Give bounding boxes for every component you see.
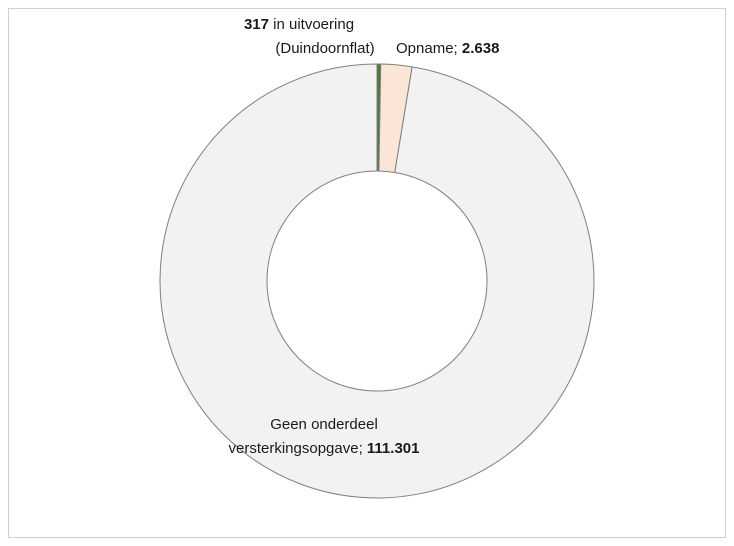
label-opname-text: Opname; bbox=[396, 40, 462, 57]
label-geen-onderdeel-text: versterkingsopgave; bbox=[229, 440, 367, 457]
donut-chart: 317 in uitvoering (Duindoornflat) Opname… bbox=[159, 16, 595, 499]
label-geen-onderdeel: versterkingsopgave; 111.301 bbox=[229, 440, 420, 457]
label-opname-value: 2.638 bbox=[462, 40, 500, 57]
label-in-uitvoering-value: 317 bbox=[244, 16, 269, 33]
chart-area: 317 in uitvoering (Duindoornflat) Opname… bbox=[8, 8, 726, 538]
slices-group bbox=[159, 63, 595, 499]
label-in-uitvoering: 317 in uitvoering bbox=[244, 16, 354, 33]
label-in-uitvoering-line2: (Duindoornflat) bbox=[275, 40, 374, 57]
label-geen-onderdeel-value: 111.301 bbox=[367, 440, 420, 457]
slice-geen-onderdeel-versterkingsopgave bbox=[159, 63, 595, 499]
label-geen-onderdeel-line1: Geen onderdeel bbox=[270, 416, 378, 433]
label-opname: Opname; 2.638 bbox=[396, 40, 499, 57]
label-in-uitvoering-text: in uitvoering bbox=[269, 16, 354, 33]
